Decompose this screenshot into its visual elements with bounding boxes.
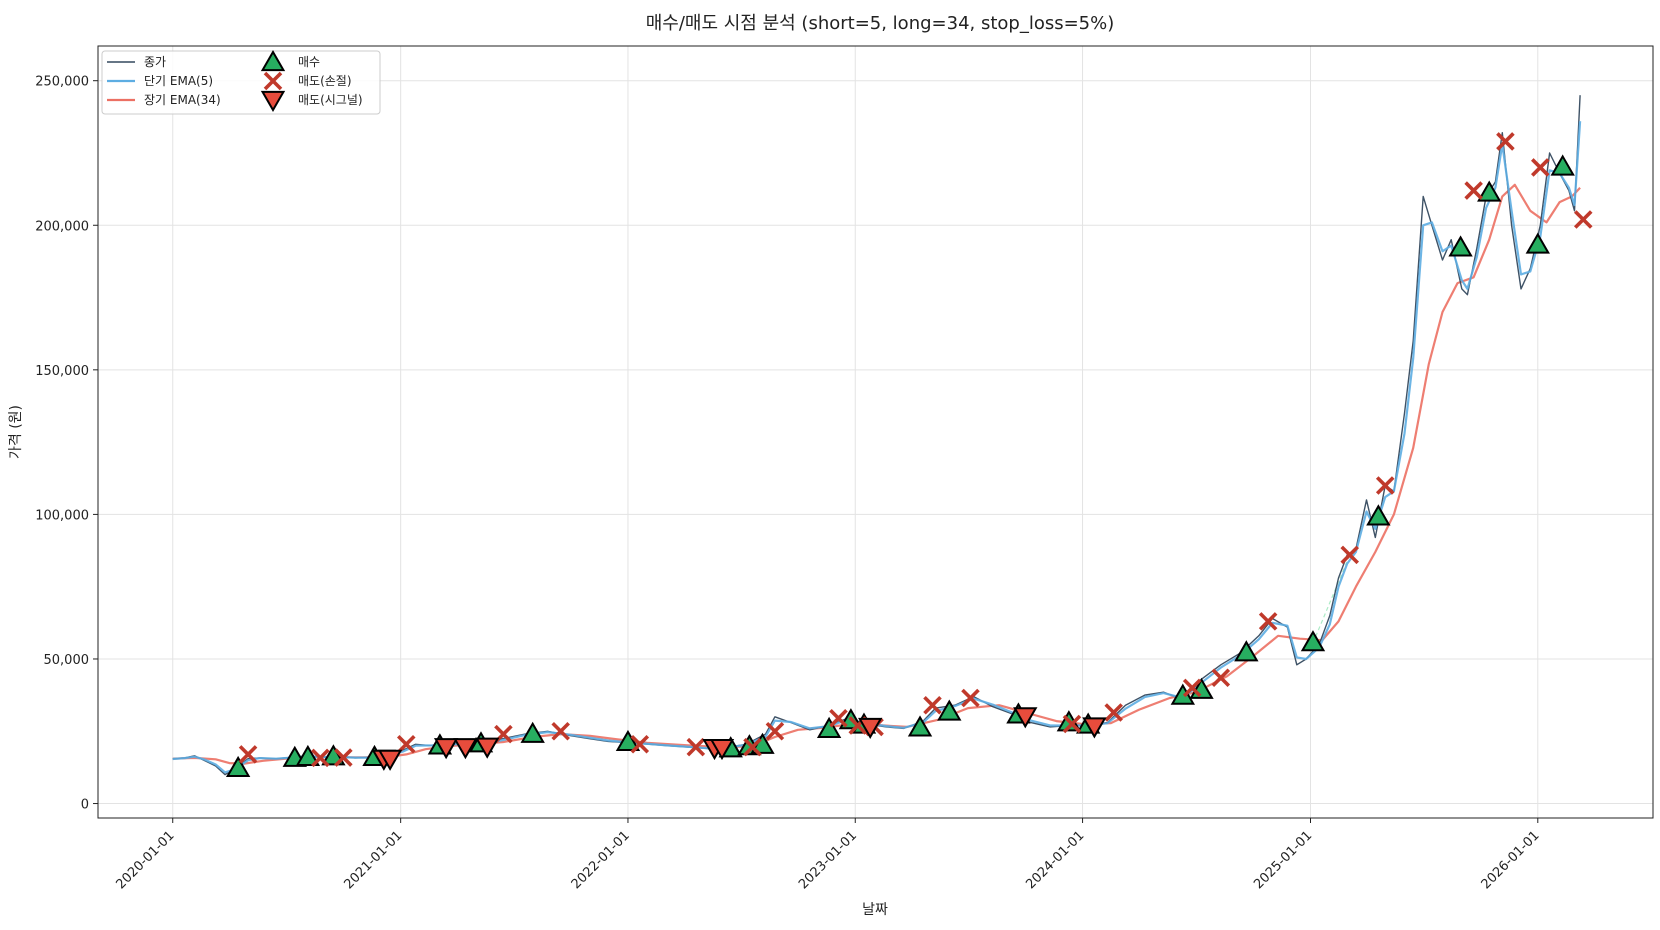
buy-marker	[1550, 154, 1575, 176]
sell-signal-marker	[709, 739, 735, 761]
sell-stop-marker	[551, 721, 570, 741]
buy-marker	[1300, 630, 1326, 652]
sell-stop-marker	[1104, 703, 1123, 722]
sell-stop-marker	[961, 688, 980, 708]
plot-background	[98, 46, 1653, 818]
buy-marker	[1234, 640, 1259, 662]
plot-frame	[97, 45, 1654, 819]
sell-signal-marker	[1082, 717, 1107, 739]
sell-stop-marker	[1211, 668, 1231, 688]
sell-signal-marker	[858, 717, 883, 740]
sell-stop-marker	[1258, 612, 1278, 631]
buy-marker	[615, 729, 641, 751]
sell-stop-marker	[686, 737, 706, 757]
sell-stop-marker	[765, 721, 785, 741]
holding-segments	[1312, 554, 1351, 644]
legend-label: 매도(손절)	[298, 74, 352, 88]
sell-stop-marker	[1464, 181, 1483, 200]
legend-swatch-sell-signal	[260, 90, 286, 113]
sell-stop-marker	[1340, 545, 1359, 565]
sell-signal-marker	[433, 738, 459, 760]
y-tick-label: 0	[81, 798, 89, 813]
x-axis-label: 날짜	[862, 902, 888, 918]
buy-marker	[1366, 504, 1391, 526]
sell-stop-marker	[1062, 714, 1082, 734]
sell-stop-marker	[396, 734, 416, 754]
buy-marker	[295, 744, 321, 767]
chart-title: 매수/매도 시점 분석 (short=5, long=34, stop_loss…	[646, 13, 1115, 34]
buy-marker	[1477, 180, 1502, 202]
sell-stop-marker	[923, 695, 942, 715]
sell-signal-marker	[453, 738, 478, 760]
buy-marker	[907, 715, 933, 737]
sell-stop-marker	[743, 737, 762, 757]
sell-stop-marker	[1573, 210, 1593, 229]
sell-signal-marker	[1013, 707, 1038, 729]
legend-swatch-buy	[260, 49, 286, 72]
y-axis-label: 가격 (원)	[8, 405, 24, 459]
y-tick-label: 100,000	[35, 508, 89, 523]
sell-stop-marker	[311, 748, 330, 768]
buy-marker	[937, 699, 962, 721]
y-axis: 0 50,000 100,000 150,000 200,000 250,000	[35, 75, 98, 813]
legend-label: 매도(시그널)	[298, 93, 363, 107]
plot-area	[97, 45, 1654, 819]
holding-segment	[1312, 554, 1351, 644]
buy-marker	[1525, 232, 1550, 254]
sell-stop-marker	[1496, 132, 1515, 151]
sell-stop-marker	[238, 745, 258, 764]
sell-stop-marker	[1182, 678, 1202, 698]
legend-label: 단기 EMA(5)	[144, 74, 213, 88]
buy-marker	[1448, 235, 1473, 257]
buy-marker	[1170, 683, 1196, 705]
legend-swatch-sell-stop	[263, 71, 283, 91]
sell-stop-marker	[1531, 158, 1550, 177]
sell-signal-marker	[377, 749, 403, 771]
sell-stop-marker	[334, 748, 353, 767]
sell-stop-marker	[829, 708, 848, 728]
y-tick-label: 150,000	[35, 364, 89, 379]
y-tick-label: 250,000	[35, 75, 89, 90]
sell-signal-marker	[475, 737, 500, 759]
y-tick-label: 50,000	[44, 653, 90, 668]
legend-frame	[101, 50, 381, 115]
buy-marker	[520, 721, 545, 743]
legend-label: 종가	[144, 55, 166, 69]
buy-marker	[816, 716, 842, 738]
legend-label: 장기 EMA(34)	[144, 93, 221, 107]
sell-stop-marker	[630, 734, 650, 754]
sell-stop-marker	[1375, 476, 1395, 495]
legend-label: 매수	[298, 55, 320, 69]
buy-marker	[225, 755, 251, 777]
trade-markers	[225, 132, 1593, 777]
y-tick-label: 200,000	[35, 219, 89, 234]
